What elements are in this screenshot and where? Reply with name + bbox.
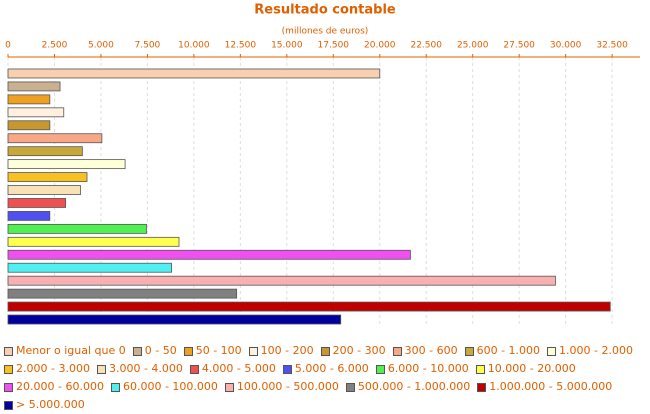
legend-label: 1.000 - 2.000 <box>559 344 633 357</box>
legend-swatch <box>248 346 258 356</box>
bar <box>7 81 61 92</box>
legend-swatch <box>4 346 13 356</box>
x-tick-label: 0 <box>5 41 11 51</box>
chart-subtitle: (millones de euros) <box>282 27 369 37</box>
bar <box>7 249 411 260</box>
legend-label: 3.000 - 4.000 <box>108 362 183 375</box>
legend-swatch <box>4 364 13 374</box>
legend-item: 3.000 - 4.000 <box>96 360 183 378</box>
legend-swatch <box>189 364 199 374</box>
x-tick-label: 30.000 <box>550 41 582 51</box>
x-tick-label: 12.500 <box>225 41 257 51</box>
legend-item: 10.000 - 20.000 <box>475 360 576 378</box>
legend-swatch <box>464 346 474 356</box>
bar <box>7 223 147 234</box>
legend-label: 2.000 - 3.000 <box>16 362 90 375</box>
legend-swatch <box>132 346 142 356</box>
legend-item: 0 - 50 <box>132 342 177 360</box>
legend-item: 5.000 - 6.000 <box>282 360 369 378</box>
legend-item: 600 - 1.000 <box>464 342 541 360</box>
legend-swatch <box>375 364 385 374</box>
legend-swatch <box>547 346 557 356</box>
x-tick-label: 17.500 <box>318 41 350 51</box>
legend-label: Menor o igual que 0 <box>16 344 126 357</box>
bar <box>7 94 51 105</box>
legend-swatch <box>475 364 485 374</box>
bar <box>7 159 126 170</box>
x-tick-label: 7.500 <box>135 41 161 51</box>
bar <box>7 185 81 195</box>
legend-swatch <box>345 382 355 392</box>
legend-label: 5.000 - 6.000 <box>294 362 369 375</box>
legend-item: 60.000 - 100.000 <box>110 378 218 396</box>
legend-item: 500.000 - 1.000.000 <box>345 378 471 396</box>
bar <box>7 172 88 182</box>
x-tick-label: 15.000 <box>271 41 303 51</box>
bar <box>7 211 51 221</box>
legend-label: 60.000 - 100.000 <box>122 380 218 393</box>
x-tick-label: 2.500 <box>42 41 68 51</box>
bar <box>7 314 342 325</box>
legend-label: 500.000 - 1.000.000 <box>357 380 471 393</box>
legend-swatch <box>224 382 234 392</box>
legend-label: 0 - 50 <box>144 344 177 357</box>
legend-swatch <box>4 400 13 410</box>
legend-label: 20.000 - 60.000 <box>16 380 104 393</box>
bar <box>7 288 238 299</box>
legend-swatch <box>96 364 106 374</box>
legend-label: 50 - 100 <box>195 344 242 357</box>
bar <box>7 146 83 157</box>
legend-item: 200 - 300 <box>320 342 386 360</box>
bar <box>7 68 381 79</box>
legend-item: 20.000 - 60.000 <box>4 378 104 396</box>
legend-swatch <box>4 382 13 392</box>
legend-item: 300 - 600 <box>392 342 458 360</box>
legend-label: 300 - 600 <box>404 344 458 357</box>
legend-label: 600 - 1.000 <box>476 344 541 357</box>
x-tick-label: 5.000 <box>88 41 114 51</box>
x-tick-label: 20.000 <box>364 41 396 51</box>
legend-label: 10.000 - 20.000 <box>487 362 576 375</box>
legend-item: 100.000 - 500.000 <box>224 378 339 396</box>
legend-item: 1.000.000 - 5.000.000 <box>477 378 612 396</box>
legend-swatch <box>110 382 120 392</box>
legend-label: 1.000.000 - 5.000.000 <box>489 380 613 393</box>
legend-label: 4.000 - 5.000 <box>201 362 276 375</box>
bar <box>7 120 51 131</box>
bar <box>7 262 172 273</box>
x-tick-label: 22.500 <box>410 41 442 51</box>
chart: Resultado contable (millones de euros) 0… <box>5 3 640 326</box>
chart-title: Resultado contable <box>254 3 396 18</box>
legend-item: > 5.000.000 <box>4 396 85 414</box>
bar <box>7 198 67 208</box>
legend-label: 200 - 300 <box>332 344 386 357</box>
legend-swatch <box>320 346 330 356</box>
legend-swatch <box>392 346 402 356</box>
legend-swatch <box>477 382 487 392</box>
bar <box>7 107 65 118</box>
legend-label: 100.000 - 500.000 <box>236 380 339 393</box>
x-tick-label: 27.500 <box>503 41 535 51</box>
legend-label: > 5.000.000 <box>16 398 85 411</box>
x-tick-label: 25.000 <box>457 41 489 51</box>
legend-item: 6.000 - 10.000 <box>375 360 469 378</box>
legend-item: 2.000 - 3.000 <box>4 360 90 378</box>
x-tick-label: 10.000 <box>178 41 210 51</box>
legend-item: 1.000 - 2.000 <box>547 342 633 360</box>
legend-swatch <box>282 364 292 374</box>
bar <box>7 236 180 247</box>
x-tick-label: 32.500 <box>596 41 628 51</box>
legend: Menor o igual que 0 0 - 50 50 - 100 100 - 2… <box>4 342 648 414</box>
bar <box>7 301 611 312</box>
legend-item: 4.000 - 5.000 <box>189 360 276 378</box>
legend-label: 6.000 - 10.000 <box>387 362 469 375</box>
legend-item: 100 - 200 <box>248 342 314 360</box>
legend-item: Menor o igual que 0 <box>4 342 126 360</box>
bar <box>7 275 556 286</box>
page: {"chart_data": {"type": "bar", "orientat… <box>4 2 640 411</box>
legend-label: 100 - 200 <box>260 344 314 357</box>
bar <box>7 133 103 144</box>
legend-swatch <box>183 346 193 356</box>
legend-item: 50 - 100 <box>183 342 242 360</box>
